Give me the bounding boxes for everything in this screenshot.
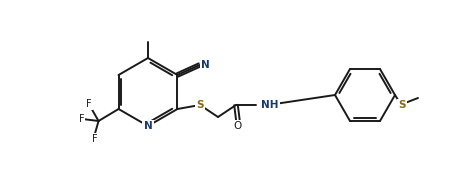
Text: S: S: [196, 100, 203, 110]
Text: S: S: [397, 100, 405, 110]
Text: F: F: [86, 99, 91, 109]
Text: NH: NH: [260, 100, 278, 110]
Text: F: F: [78, 114, 84, 124]
Text: F: F: [91, 134, 97, 144]
Text: O: O: [233, 121, 242, 131]
Text: N: N: [143, 121, 152, 131]
Text: N: N: [201, 60, 209, 70]
